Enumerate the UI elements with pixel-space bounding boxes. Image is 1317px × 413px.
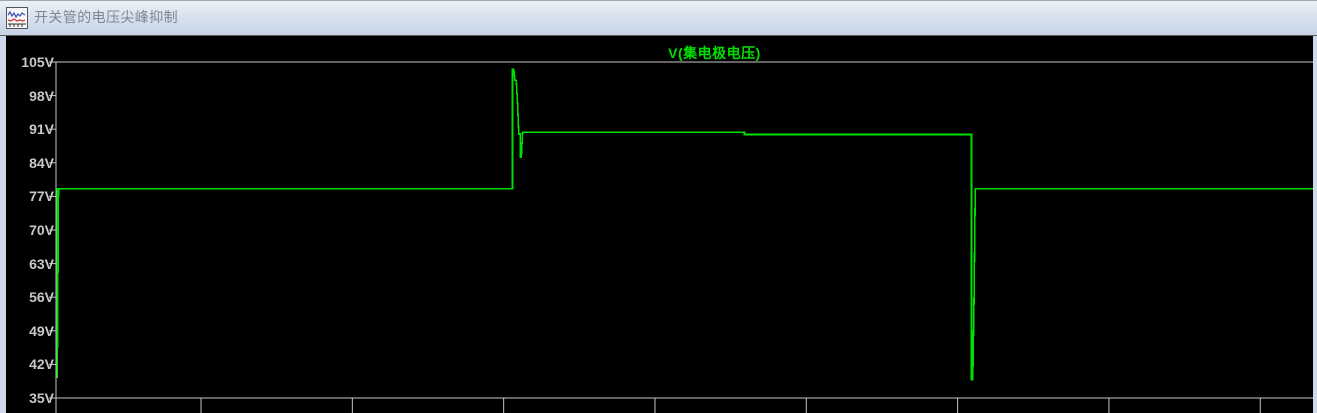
y-axis-tick-label: 63V — [29, 255, 54, 272]
y-axis-tick-labels: 105V 98V 91V 84V 77V 70V 63V 56V 49V 42V 35V — [6, 36, 54, 413]
waveform-trace — [56, 68, 1313, 381]
y-axis-tick-label: 105V — [21, 54, 54, 70]
y-axis-tick-label: 49V — [29, 322, 54, 339]
waveform-icon-glyph — [7, 8, 27, 28]
y-axis-tick-label: 56V — [29, 289, 54, 306]
y-axis-tick-label: 98V — [29, 87, 54, 104]
window-title-text: 开关管的电压尖峰抑制 — [34, 9, 178, 25]
y-axis-tick-label: 70V — [29, 222, 54, 238]
y-axis-tick-label: 35V — [29, 390, 54, 406]
y-axis-tick-label: 77V — [29, 188, 54, 205]
waveform-svg — [49, 61, 1313, 413]
plot-traces — [56, 68, 1313, 381]
waveform-plot-panel[interactable]: V(集电极电压) 105V 98V 91V 84V 77V 70V 63V 56V 49V 42V… — [0, 36, 1317, 413]
y-axis-tick-label: 42V — [29, 356, 54, 373]
y-axis-tick-label: 84V — [29, 154, 54, 171]
y-axis-tick-label: 91V — [29, 121, 54, 138]
plot-axes — [49, 61, 1313, 413]
window-title-bar[interactable]: 开关管的电压尖峰抑制 — [0, 0, 1317, 36]
plot-inner-area: V(集电极电压) 105V 98V 91V 84V 77V 70V 63V 56V 49V 42V… — [6, 36, 1313, 413]
waveform-icon — [6, 7, 28, 29]
